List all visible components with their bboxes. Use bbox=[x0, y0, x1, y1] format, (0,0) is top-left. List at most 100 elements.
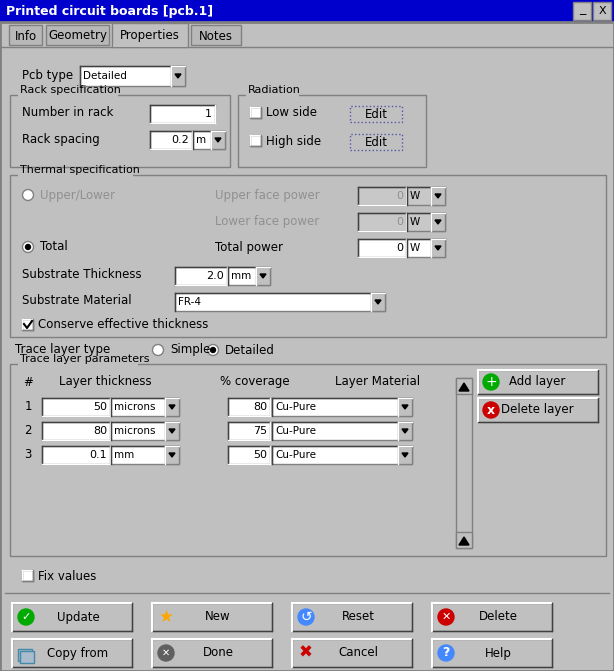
Text: W: W bbox=[410, 243, 420, 253]
Bar bbox=[10, 364, 606, 556]
Bar bbox=[10, 175, 606, 337]
Text: Update: Update bbox=[56, 611, 99, 623]
Circle shape bbox=[152, 344, 163, 356]
Text: Done: Done bbox=[203, 646, 233, 660]
Bar bbox=[573, 2, 591, 20]
Bar bbox=[246, 89, 299, 102]
Text: Cu-Pure: Cu-Pure bbox=[275, 402, 316, 412]
Text: mm: mm bbox=[114, 450, 134, 460]
Text: 0.2: 0.2 bbox=[171, 135, 189, 145]
Bar bbox=[193, 131, 225, 149]
Text: Layer Material: Layer Material bbox=[335, 376, 420, 389]
Text: Thermal specification: Thermal specification bbox=[20, 165, 140, 175]
Bar bbox=[113, 45, 187, 47]
Text: Properties: Properties bbox=[120, 28, 180, 42]
Bar bbox=[228, 422, 270, 440]
Bar bbox=[407, 213, 445, 231]
Circle shape bbox=[158, 645, 174, 661]
Bar bbox=[18, 169, 133, 182]
Bar bbox=[272, 446, 412, 464]
Text: Notes: Notes bbox=[199, 30, 233, 42]
Bar bbox=[456, 378, 472, 548]
Text: Fix values: Fix values bbox=[38, 570, 96, 582]
Text: Cu-Pure: Cu-Pure bbox=[275, 426, 316, 436]
Text: 0: 0 bbox=[396, 191, 403, 201]
Bar bbox=[42, 422, 110, 440]
Text: W: W bbox=[410, 217, 420, 227]
Bar bbox=[350, 106, 402, 122]
Text: Copy from: Copy from bbox=[47, 646, 109, 660]
Text: x: x bbox=[487, 403, 495, 417]
Text: 50: 50 bbox=[253, 450, 267, 460]
Bar bbox=[42, 398, 110, 416]
Bar bbox=[22, 319, 33, 330]
Bar bbox=[432, 603, 552, 631]
Text: Trace layer parameters: Trace layer parameters bbox=[20, 354, 149, 364]
Bar bbox=[398, 398, 412, 416]
Bar bbox=[371, 293, 385, 311]
Bar bbox=[407, 187, 445, 205]
Text: Rack specification: Rack specification bbox=[20, 85, 121, 95]
Text: Edit: Edit bbox=[365, 107, 387, 121]
Bar bbox=[152, 639, 272, 667]
Text: Total power: Total power bbox=[215, 240, 283, 254]
Bar bbox=[398, 446, 412, 464]
Text: Pcb type: Pcb type bbox=[22, 68, 73, 81]
Bar bbox=[150, 105, 215, 123]
Circle shape bbox=[438, 609, 454, 625]
Bar bbox=[456, 378, 472, 394]
Text: Add layer: Add layer bbox=[509, 376, 565, 389]
Circle shape bbox=[18, 609, 34, 625]
Bar bbox=[348, 104, 404, 124]
Text: Radiation: Radiation bbox=[248, 85, 301, 95]
Text: 0: 0 bbox=[396, 243, 403, 253]
Text: Detailed: Detailed bbox=[225, 344, 275, 356]
Text: Edit: Edit bbox=[365, 136, 387, 148]
Polygon shape bbox=[435, 194, 441, 198]
Bar bbox=[407, 239, 445, 257]
Bar bbox=[292, 639, 412, 667]
Text: ✕: ✕ bbox=[441, 612, 451, 622]
Text: Lower face power: Lower face power bbox=[215, 215, 319, 227]
Text: _: _ bbox=[579, 3, 585, 15]
Circle shape bbox=[23, 242, 34, 252]
Bar bbox=[272, 398, 412, 416]
Bar bbox=[348, 132, 404, 152]
Polygon shape bbox=[169, 453, 175, 457]
Text: Cu-Pure: Cu-Pure bbox=[275, 450, 316, 460]
Text: Reset: Reset bbox=[341, 611, 375, 623]
Bar bbox=[250, 135, 261, 146]
Text: Substrate Material: Substrate Material bbox=[22, 295, 131, 307]
Text: Trace layer type: Trace layer type bbox=[15, 344, 111, 356]
Bar bbox=[175, 293, 385, 311]
Text: 0: 0 bbox=[396, 217, 403, 227]
Circle shape bbox=[298, 609, 314, 625]
Text: New: New bbox=[205, 611, 231, 623]
Bar bbox=[398, 422, 412, 440]
Text: Delete layer: Delete layer bbox=[500, 403, 573, 417]
Text: % coverage: % coverage bbox=[220, 376, 290, 389]
Text: 75: 75 bbox=[253, 426, 267, 436]
Text: 3: 3 bbox=[25, 448, 32, 460]
Text: ?: ? bbox=[442, 646, 449, 660]
Bar bbox=[20, 651, 34, 663]
Polygon shape bbox=[375, 300, 381, 304]
Text: X: X bbox=[598, 6, 606, 16]
Text: Simple: Simple bbox=[170, 344, 211, 356]
Text: mm: mm bbox=[231, 271, 251, 281]
Polygon shape bbox=[260, 274, 266, 278]
Text: 0.1: 0.1 bbox=[90, 450, 107, 460]
Bar bbox=[165, 446, 179, 464]
Bar bbox=[238, 95, 426, 167]
Bar bbox=[191, 25, 241, 45]
Text: ✕: ✕ bbox=[162, 648, 170, 658]
Text: 1: 1 bbox=[24, 399, 32, 413]
Bar bbox=[18, 89, 118, 102]
Bar bbox=[9, 25, 42, 45]
Polygon shape bbox=[402, 453, 408, 457]
Bar bbox=[46, 25, 109, 45]
Polygon shape bbox=[435, 220, 441, 224]
Bar bbox=[12, 603, 132, 631]
Text: Detailed: Detailed bbox=[83, 71, 127, 81]
Text: Upper/Lower: Upper/Lower bbox=[40, 189, 115, 201]
